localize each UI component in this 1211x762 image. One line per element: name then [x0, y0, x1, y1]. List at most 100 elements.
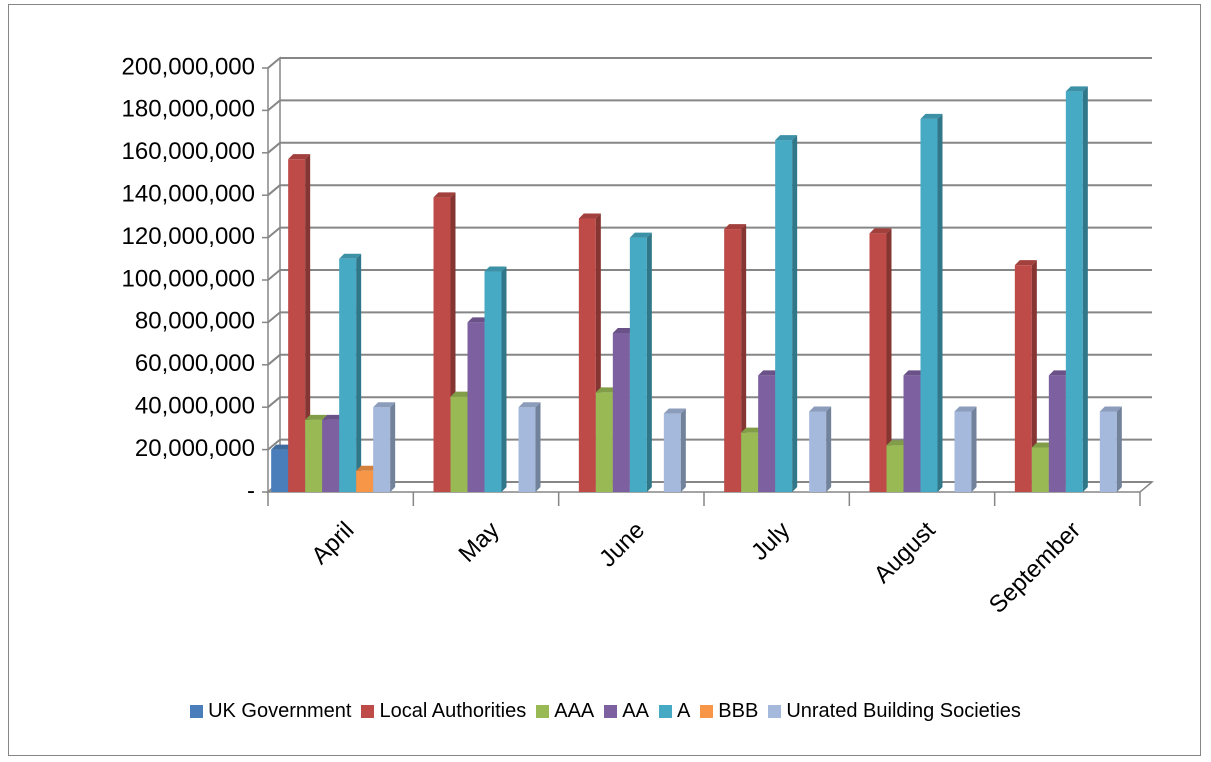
- bar: [809, 406, 832, 492]
- grid-line-side: [267, 226, 281, 239]
- legend-label: AA: [622, 700, 649, 722]
- bar-side: [971, 406, 977, 492]
- bar-top: [339, 253, 362, 259]
- legend-swatch: [700, 705, 714, 718]
- y-tick-label: 160,000,000: [122, 138, 255, 165]
- grid-line: [267, 311, 1152, 324]
- bar-front: [467, 322, 485, 492]
- bar-top: [809, 406, 832, 412]
- grid-line-side: [267, 99, 281, 112]
- grid-line: [267, 438, 1152, 451]
- legend-swatch: [190, 705, 204, 718]
- bar-front: [1048, 375, 1066, 492]
- legend-item: AA: [604, 700, 649, 723]
- grid-line-side: [267, 269, 281, 281]
- legend-item: UK Government: [190, 700, 351, 723]
- bar-side: [741, 224, 747, 492]
- bar-front: [288, 159, 306, 492]
- grid-line: [267, 396, 1152, 408]
- bar-front: [271, 449, 289, 492]
- bar-side: [356, 253, 362, 492]
- bar-front: [663, 413, 681, 492]
- bar-side: [886, 228, 892, 493]
- legend: UK Government Local Authorities AAA AA A BBB U…: [0, 700, 1211, 723]
- legend-swatch: [604, 705, 618, 718]
- bar: [663, 408, 686, 492]
- x-tick-label: May: [454, 517, 505, 568]
- legend-swatch: [536, 705, 550, 718]
- legend-label: A: [676, 700, 691, 722]
- bar-top: [1014, 260, 1037, 266]
- bar-top: [518, 402, 541, 408]
- bar-front: [741, 432, 759, 492]
- bar-front: [809, 411, 827, 492]
- grid-line: [267, 353, 1152, 366]
- bar-top: [271, 444, 294, 450]
- bar-front: [1031, 447, 1049, 492]
- y-tick-label: 120,000,000: [122, 223, 255, 250]
- bar-side: [1082, 86, 1088, 492]
- bar-top: [373, 402, 396, 408]
- legend-label: UK Government: [208, 700, 352, 722]
- bar-top: [1065, 86, 1088, 92]
- bar-side: [646, 232, 652, 492]
- grid-line: [267, 226, 1152, 239]
- bar-side: [1116, 406, 1122, 492]
- grid-line: [267, 269, 1152, 281]
- bar: [920, 113, 943, 492]
- bar-front: [484, 271, 502, 492]
- legend-swatch: [768, 705, 782, 718]
- bar-front: [373, 407, 391, 492]
- legend-item: A: [658, 700, 691, 723]
- bar-top: [450, 391, 473, 397]
- legend-label: BBB: [718, 700, 759, 722]
- bar-front: [450, 396, 468, 492]
- bar-top: [1099, 406, 1122, 412]
- bar: [1099, 406, 1122, 492]
- bar-top: [758, 370, 781, 376]
- bar-top: [886, 440, 909, 446]
- y-tick-label: 200,000,000: [122, 53, 255, 80]
- legend-label: AAA: [554, 700, 595, 722]
- bar-top: [775, 135, 798, 141]
- bar-side: [390, 402, 396, 492]
- legend-swatch: [361, 705, 375, 718]
- bar-front: [1099, 411, 1117, 492]
- bar-front: [305, 419, 323, 492]
- bar-top: [288, 154, 311, 160]
- bar: [954, 406, 977, 492]
- bar-top: [724, 224, 747, 230]
- bar-top: [356, 465, 379, 471]
- bar-top: [629, 232, 652, 238]
- grid-line-side: [267, 57, 281, 69]
- bar-top: [467, 317, 490, 323]
- bar: [339, 253, 362, 492]
- grid-line: [267, 184, 1152, 196]
- bar-side: [792, 135, 798, 492]
- legend-item: BBB: [700, 700, 758, 723]
- bar-front: [775, 140, 793, 492]
- x-tick-label: September: [984, 517, 1086, 619]
- x-tick-label: August: [869, 516, 941, 588]
- bar-side: [937, 113, 943, 492]
- bar-side: [501, 266, 507, 492]
- bar-side: [680, 408, 686, 492]
- legend-item: Unrated Building Societies: [768, 700, 1021, 723]
- bar-top: [595, 387, 618, 393]
- bar-front: [339, 258, 357, 492]
- legend-label: Unrated Building Societies: [786, 700, 1021, 722]
- bar: [1065, 86, 1088, 492]
- bar-front: [903, 375, 921, 492]
- y-tick-label: -: [247, 477, 255, 504]
- bar-side: [535, 402, 541, 492]
- bar-front: [322, 419, 340, 492]
- bar-top: [322, 414, 345, 420]
- bar: [288, 154, 311, 492]
- bar-front: [920, 118, 938, 492]
- bar-front: [518, 407, 536, 492]
- bar-front: [356, 470, 374, 492]
- x-tick-label: July: [746, 517, 795, 566]
- bar: [373, 402, 396, 492]
- legend-item: AAA: [536, 700, 594, 723]
- y-tick-label: 20,000,000: [135, 435, 255, 462]
